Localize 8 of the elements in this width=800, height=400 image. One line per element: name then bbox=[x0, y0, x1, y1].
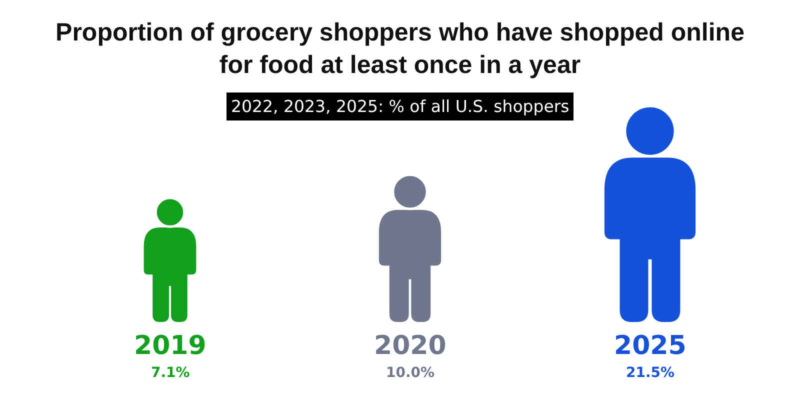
category-label: 2025 bbox=[614, 331, 686, 361]
category-label: 2020 bbox=[374, 331, 446, 361]
data-label: 7.1% bbox=[151, 365, 190, 381]
category-label: 2019 bbox=[134, 331, 206, 361]
text: 2022, 2023, 2025: % of all U.S. shoppers bbox=[231, 97, 570, 116]
text: Proportion of grocery shoppers who have shopped online for food at least once in a year bbox=[56, 18, 745, 79]
data-label: 21.5% bbox=[626, 365, 675, 381]
data-label: 10.0% bbox=[386, 365, 435, 381]
